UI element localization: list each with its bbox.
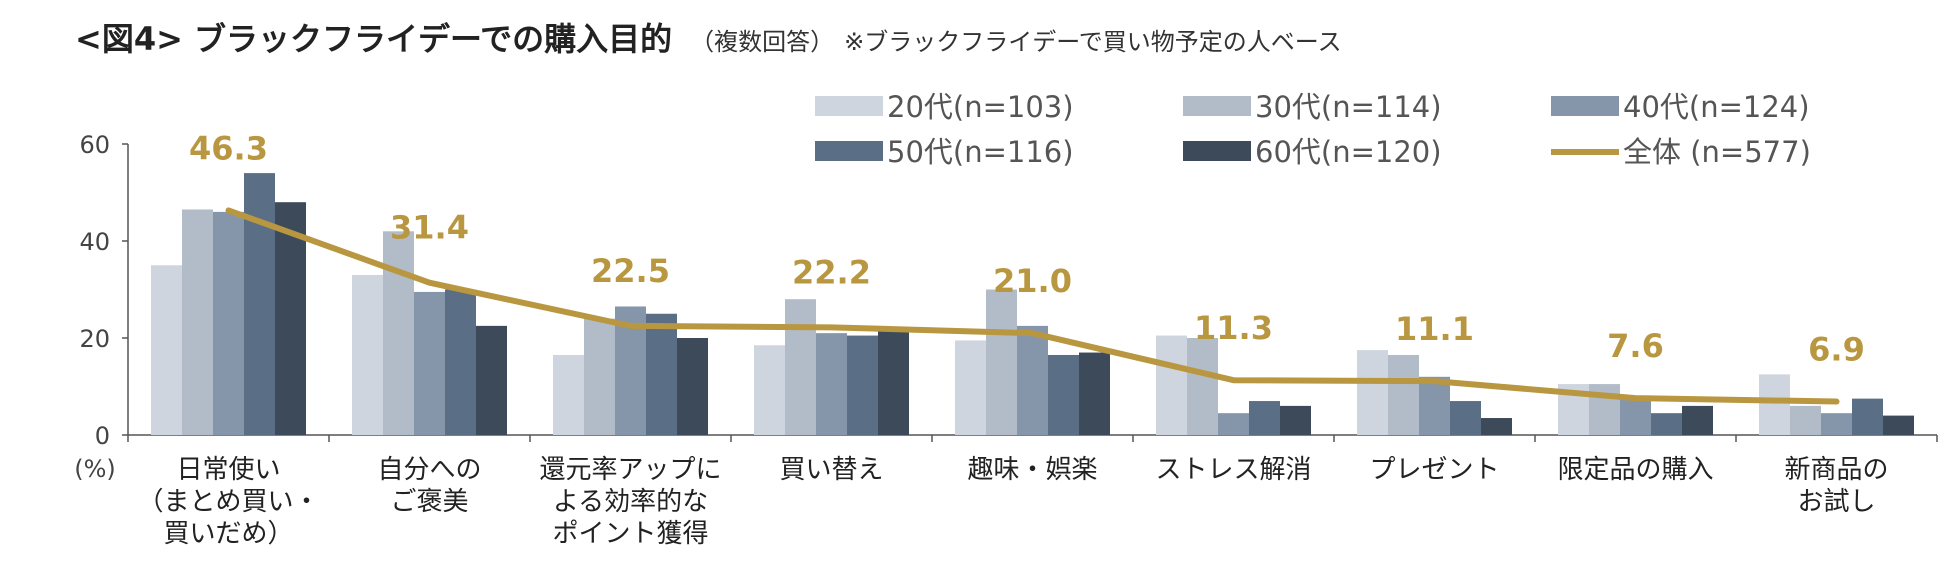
- category-label: お試し: [1797, 487, 1875, 517]
- y-axis-unit-label: (%): [74, 455, 116, 483]
- bar-60s-8: [1883, 415, 1914, 435]
- legend-label: 全体 (n=577): [1623, 135, 1811, 169]
- bar-50s-8: [1852, 398, 1883, 435]
- legend-label: 20代(n=103): [887, 90, 1074, 124]
- bar-20s-0: [151, 265, 182, 435]
- bar-40s-8: [1821, 413, 1852, 435]
- total-data-label: 46.3: [189, 129, 268, 167]
- bar-60s-2: [677, 338, 708, 435]
- bar-30s-4: [986, 289, 1017, 435]
- bar-40s-7: [1620, 398, 1651, 435]
- category-label: 趣味・娯楽: [967, 455, 1097, 485]
- category-label: ご褒美: [390, 487, 468, 517]
- bar-50s-5: [1249, 401, 1280, 435]
- legend-label: 40代(n=124): [1623, 90, 1810, 124]
- bar-30s-1: [383, 231, 414, 435]
- bar-60s-1: [476, 325, 507, 435]
- bar-30s-8: [1790, 405, 1821, 435]
- bar-40s-5: [1218, 413, 1249, 435]
- bar-50s-3: [847, 335, 878, 435]
- legend-swatch: [815, 96, 883, 116]
- bar-20s-8: [1759, 374, 1790, 435]
- category-label: 自分への: [377, 455, 481, 485]
- legend-swatch: [1551, 96, 1619, 116]
- total-data-label: 31.4: [390, 209, 469, 247]
- total-data-label: 11.3: [1194, 309, 1273, 347]
- bar-30s-0: [182, 209, 213, 435]
- legend-swatch: [1183, 96, 1251, 116]
- chart-title: <図4> ブラックフライデーでの購入目的: [75, 20, 673, 58]
- total-data-label: 7.6: [1607, 327, 1664, 365]
- bar-30s-5: [1187, 338, 1218, 435]
- bar-50s-4: [1048, 354, 1079, 435]
- category-label: 買い替え: [779, 455, 883, 485]
- category-label: 買いだめ）: [163, 519, 293, 549]
- bar-50s-7: [1651, 413, 1682, 435]
- category-label: 新商品の: [1784, 455, 1888, 485]
- total-data-label: 21.0: [993, 262, 1072, 300]
- legend-swatch: [815, 141, 883, 161]
- bar-60s-0: [275, 202, 306, 435]
- category-label: ストレス解消: [1155, 455, 1311, 485]
- category-label: ポイント獲得: [552, 519, 708, 549]
- bar-20s-4: [955, 340, 986, 435]
- chart-title-row: <図4> ブラックフライデーでの購入目的 （複数回答） ※ブラックフライデーで買い物…: [75, 14, 1342, 60]
- bar-60s-6: [1481, 418, 1512, 435]
- total-line: [225, 207, 1840, 405]
- bar-40s-3: [816, 333, 847, 435]
- bar-50s-2: [646, 313, 677, 435]
- category-label: 還元率アップに: [539, 455, 721, 485]
- bar-20s-3: [754, 345, 785, 435]
- y-tick-label: 20: [79, 325, 110, 353]
- y-tick-label: 40: [79, 228, 110, 256]
- legend-label: 30代(n=114): [1255, 90, 1442, 124]
- category-label: （まとめ買い・: [137, 487, 319, 517]
- bar-60s-4: [1079, 352, 1110, 435]
- bar-60s-3: [878, 330, 909, 435]
- category-label: 限定品の購入: [1557, 455, 1713, 485]
- bar-20s-6: [1357, 350, 1388, 435]
- bar-50s-6: [1450, 401, 1481, 435]
- legend-label: 50代(n=116): [887, 135, 1074, 169]
- bar-20s-5: [1156, 335, 1187, 435]
- bar-30s-6: [1388, 354, 1419, 435]
- y-tick-label: 60: [79, 131, 110, 159]
- bar-60s-7: [1682, 405, 1713, 435]
- total-data-label: 22.5: [591, 252, 670, 290]
- bar-40s-0: [213, 211, 244, 435]
- bar-30s-3: [785, 299, 816, 435]
- bar-30s-2: [584, 318, 615, 435]
- bar-40s-6: [1419, 376, 1450, 435]
- legend-label: 60代(n=120): [1255, 135, 1442, 169]
- category-label: よる効率的な: [553, 487, 708, 517]
- bar-40s-1: [414, 291, 445, 435]
- legend-swatch: [1183, 141, 1251, 161]
- bar-20s-2: [553, 354, 584, 435]
- total-data-label: 11.1: [1395, 310, 1474, 348]
- total-data-label: 22.2: [792, 253, 871, 291]
- bar-50s-1: [445, 289, 476, 435]
- bar-20s-1: [352, 274, 383, 435]
- category-label: 日常使い: [176, 455, 280, 485]
- total-data-label: 6.9: [1808, 331, 1865, 369]
- bar-60s-5: [1280, 405, 1311, 435]
- bar-40s-4: [1017, 325, 1048, 435]
- chart-subtitle: （複数回答）: [690, 28, 835, 56]
- chart-note: ※ブラックフライデーで買い物予定の人ベース: [844, 28, 1342, 56]
- y-tick-label: 0: [95, 422, 110, 450]
- bar-50s-0: [244, 173, 275, 435]
- category-label: プレゼント: [1369, 455, 1499, 485]
